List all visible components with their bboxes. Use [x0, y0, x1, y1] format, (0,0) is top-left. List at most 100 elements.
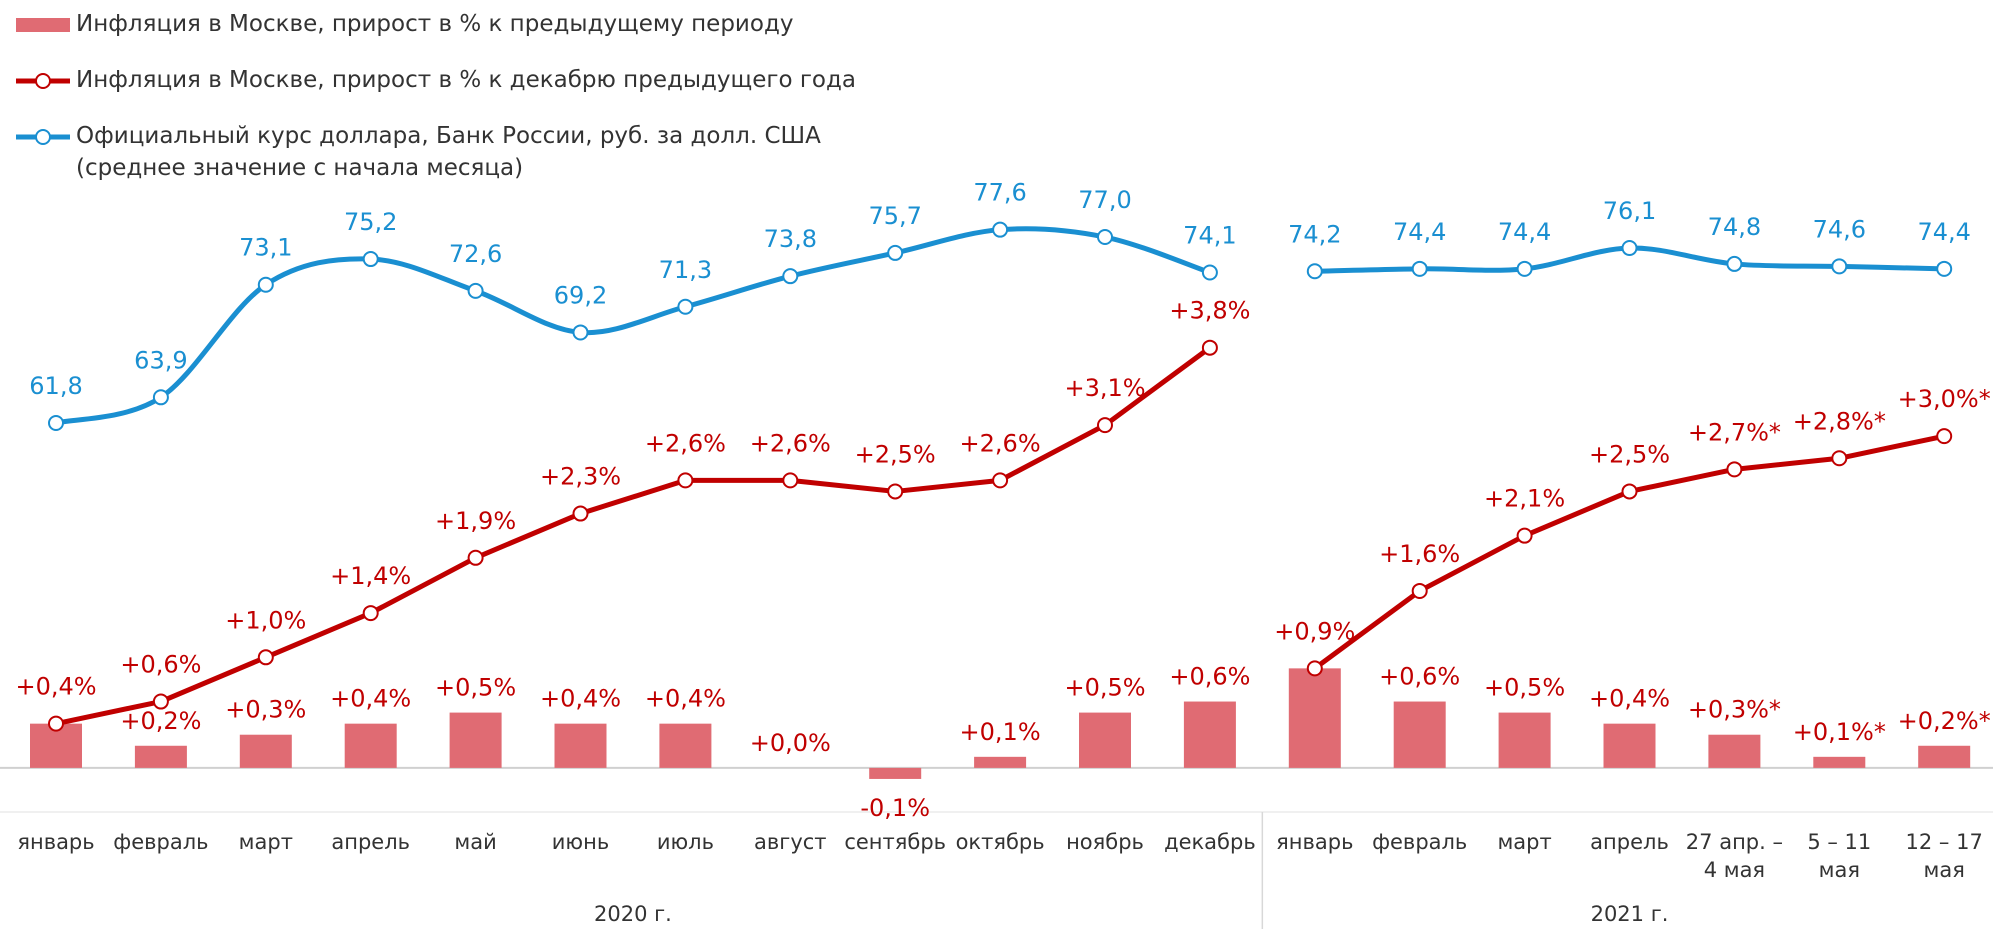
line-value-label: 73,1: [239, 234, 292, 262]
bar-value-label: +0,5%: [1484, 674, 1565, 702]
bar: [1288, 668, 1341, 768]
line-marker: [1726, 255, 1743, 272]
line-value-label: 74,4: [1917, 218, 1970, 246]
line-marker: [257, 649, 274, 666]
line-marker: [1411, 260, 1428, 277]
line-value-label: +0,9%: [1274, 617, 1355, 645]
line-value-label: +3,0%*: [1898, 385, 1991, 413]
x-tick-label: декабрь: [1164, 830, 1256, 854]
line-marker: [1201, 264, 1218, 281]
bar: [1918, 745, 1971, 768]
x-tick-label: ноябрь: [1066, 830, 1144, 854]
x-tick-label: февраль: [1372, 830, 1468, 854]
line-value-label: 77,0: [1078, 186, 1131, 214]
x-tick-label: март: [1497, 830, 1552, 854]
legend-item: Официальный курс доллара, Банк России, р…: [14, 120, 896, 184]
bar-value-label: +0,4%: [540, 685, 621, 713]
x-tick-label: 12 – 17 мая: [1905, 830, 1983, 882]
line-value-label: 63,9: [134, 346, 187, 374]
line-value-label: 77,6: [973, 179, 1026, 207]
line-value-label: 75,7: [868, 202, 921, 230]
line-marker: [362, 605, 379, 622]
line-value-label: +2,3%: [540, 463, 621, 491]
line-value-label: +3,1%: [1064, 374, 1145, 402]
x-tick-label: август: [754, 830, 827, 854]
legend-label: Официальный курс доллара, Банк России, р…: [76, 123, 821, 181]
line-marker: [152, 389, 169, 406]
line-value-label: +1,6%: [1379, 540, 1460, 568]
bar: [1079, 712, 1131, 768]
line-value-label: 74,4: [1393, 218, 1446, 246]
line-value-label: 74,6: [1813, 215, 1866, 243]
bar: [1708, 734, 1761, 768]
bar-value-label: +0,5%: [1064, 674, 1145, 702]
line-marker: [48, 414, 64, 431]
line-value-label: 73,8: [764, 225, 817, 253]
x-tick-label: апрель: [331, 830, 411, 854]
bar-value-label: -0,1%: [860, 794, 930, 822]
line-value-label: +2,5%: [855, 440, 936, 468]
x-tick-label: январь: [1276, 830, 1354, 854]
line-value-label: 74,8: [1708, 213, 1761, 241]
bar: [134, 745, 187, 768]
bar-value-label: +0,4%: [330, 685, 411, 713]
x-tick-label: май: [454, 830, 497, 854]
line-marker: [992, 221, 1009, 238]
bar: [554, 723, 607, 768]
x-tick-label: март: [238, 830, 293, 854]
legend-swatch: [16, 18, 70, 32]
line-value-label: +2,1%: [1484, 485, 1565, 513]
bar-value-label: +0,2%: [120, 707, 201, 735]
x-tick-label: 5 – 11 мая: [1807, 830, 1872, 882]
bar-value-label: +0,4%: [645, 685, 726, 713]
legend-icon: [16, 73, 70, 89]
line-marker: [1097, 229, 1113, 246]
line-value-label: +2,6%: [960, 429, 1041, 457]
x-tick-label: сентябрь: [844, 830, 947, 854]
line-marker: [1621, 240, 1638, 257]
line-marker: [257, 276, 274, 293]
line-marker: [572, 505, 589, 522]
line-value-label: 75,2: [344, 208, 397, 236]
bar: [1603, 723, 1656, 768]
bar-value-label: +0,3%*: [1688, 696, 1781, 724]
line-value-label: 76,1: [1603, 197, 1656, 225]
bar-value-label: +0,6%: [1379, 663, 1460, 691]
line-marker: [1306, 263, 1323, 280]
line-marker: [1831, 450, 1848, 467]
legend-label: Инфляция в Москве, прирост в % к декабрю…: [76, 67, 856, 93]
line-value-label: 72,6: [449, 240, 502, 268]
line-marker: [1936, 428, 1953, 445]
line-value-label: +3,8%: [1169, 297, 1250, 325]
legend-icon: [16, 129, 70, 145]
x-tick-label: июнь: [551, 830, 610, 854]
line-value-label: +1,0%: [225, 606, 306, 634]
group-label: 2021 г.: [1590, 902, 1669, 926]
line: [55, 226, 1211, 426]
line-value-label: 74,2: [1288, 220, 1341, 248]
line-marker: [572, 324, 589, 341]
line-marker: [1726, 461, 1743, 478]
line-marker: [782, 472, 799, 489]
line: [55, 345, 1212, 727]
line-marker: [1516, 527, 1533, 544]
bar-value-label: +0,3%: [225, 696, 306, 724]
line-marker: [677, 298, 694, 315]
line-value-label: 71,3: [659, 256, 712, 284]
line-value-label: +2,5%: [1589, 440, 1670, 468]
line-marker: [887, 483, 904, 500]
line-value-label: 69,2: [554, 281, 607, 309]
line-marker: [1936, 260, 1953, 277]
line-marker: [467, 282, 484, 299]
line-value-label: +0,4%: [15, 673, 96, 701]
bar: [869, 767, 922, 779]
line-marker: [362, 251, 379, 268]
line-marker: [677, 472, 694, 489]
bar-value-label: +0,2%*: [1898, 707, 1991, 735]
bar: [1183, 701, 1236, 768]
line-marker: [992, 472, 1009, 489]
bar-value-label: +0,6%: [1169, 663, 1250, 691]
line-marker: [1097, 417, 1113, 434]
bar: [659, 723, 712, 768]
